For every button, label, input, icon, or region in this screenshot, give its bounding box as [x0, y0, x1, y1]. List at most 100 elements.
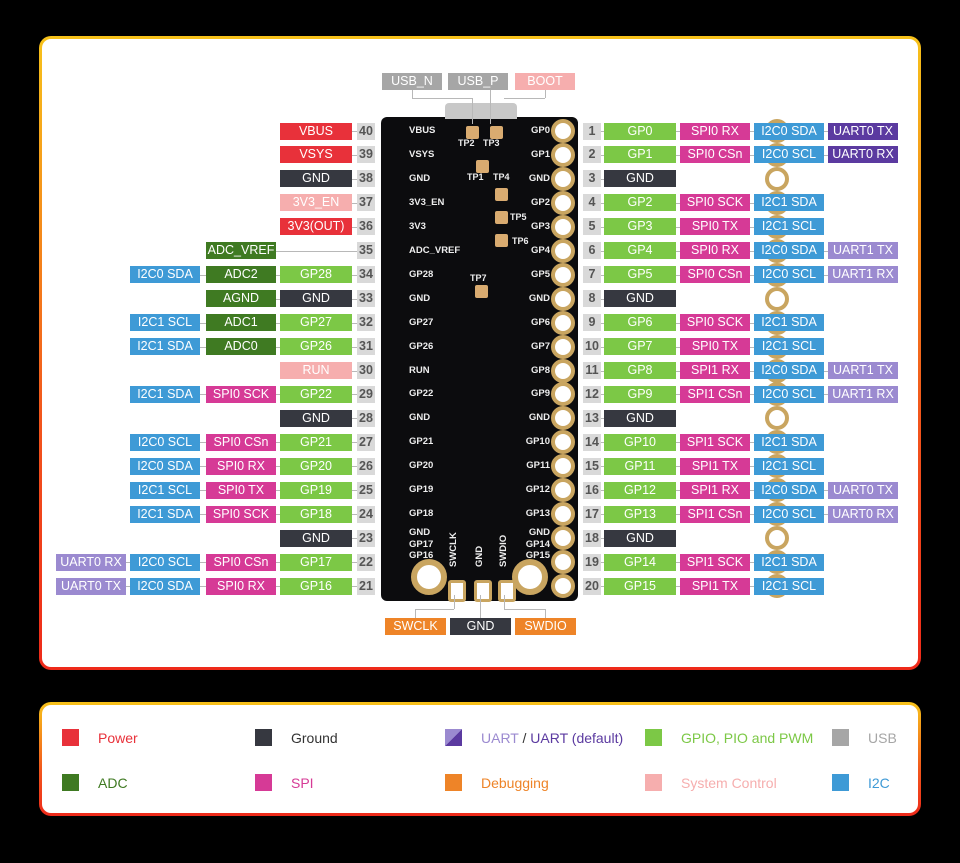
pin-label-i2c: I2C1 SDA — [754, 553, 824, 571]
pin-number: 16 — [583, 481, 601, 499]
pin-label-i2c: I2C1 SDA — [130, 385, 200, 403]
pin-label-spi: SPI0 CSn — [680, 146, 750, 164]
pin-number: 24 — [357, 505, 375, 523]
pin-label-uart: UART0 RX — [828, 505, 898, 523]
silk-label: 3V3_EN — [409, 196, 445, 208]
silk-label: GP14 — [525, 539, 550, 550]
leader-line — [490, 90, 491, 124]
pin-label-spi: SPI0 SCK — [206, 385, 276, 403]
pin-number: 30 — [357, 362, 375, 379]
pin-pad — [765, 166, 789, 191]
pin-number: 3 — [583, 170, 601, 188]
pin-label-ground: GND — [604, 529, 676, 547]
silk-label: GP7 — [530, 340, 550, 352]
leader-line — [545, 90, 546, 98]
pin-label-i2c: I2C1 SDA — [754, 433, 824, 451]
legend-swatch-debug — [445, 774, 462, 791]
mounting-hole — [512, 559, 548, 595]
pin-label-spi: SPI1 RX — [680, 362, 750, 379]
pin-label-i2c: I2C0 SDA — [754, 481, 824, 499]
pin-number: 5 — [583, 218, 601, 236]
pin-label-spi: SPI0 CSn — [206, 433, 276, 451]
pin-label-gpio: GP8 — [604, 362, 676, 379]
pin-number: 27 — [357, 433, 375, 451]
debug-pad — [498, 580, 516, 602]
pin-label-gpio: GP21 — [280, 433, 352, 451]
pin-label-i2c: I2C1 SCL — [754, 218, 824, 236]
pin-label-spi: SPI0 CSn — [680, 266, 750, 284]
pin-label-gpio: GP20 — [280, 457, 352, 475]
legend-swatch-spi — [255, 774, 272, 791]
legend-label: System Control — [681, 773, 777, 793]
silk-label: GP18 — [409, 508, 434, 520]
pin-pad — [765, 286, 789, 311]
pin-label-gpio: GP4 — [604, 242, 676, 260]
pin-label-i2c: I2C0 SDA — [754, 362, 824, 379]
pin-pad — [551, 382, 575, 407]
pin-label-power: VBUS — [280, 122, 352, 140]
bottom-label-swclk: SWCLK — [385, 618, 446, 635]
silk-label: GND — [528, 412, 550, 424]
pin-number: 32 — [357, 314, 375, 332]
silk-label: RUN — [409, 364, 430, 376]
mounting-hole — [411, 559, 447, 595]
test-point-pad — [495, 211, 508, 224]
silk-label: GP9 — [530, 388, 550, 400]
test-point-label: TP2 — [458, 138, 475, 148]
silk-label: SWCLK — [448, 532, 459, 567]
test-point-pad — [490, 126, 503, 139]
pin-label-uart: UART1 TX — [828, 242, 898, 260]
pin-label-gpio: GP9 — [604, 385, 676, 403]
pin-number: 20 — [583, 577, 601, 595]
pin-pad — [551, 214, 575, 239]
test-point-label: TP1 — [467, 172, 484, 182]
pin-label-uart_default: UART0 RX — [828, 146, 898, 164]
pin-number: 26 — [357, 457, 375, 475]
legend-label-text: Ground — [291, 730, 338, 746]
silk-label: GP16 — [409, 550, 434, 561]
pin-label-uart_default: UART0 TX — [828, 122, 898, 140]
pin-number: 34 — [357, 266, 375, 284]
legend-label: SPI — [291, 773, 314, 793]
pin-label-i2c: I2C0 SCL — [754, 385, 824, 403]
pin-number: 40 — [357, 122, 375, 140]
pin-label-ground: GND — [280, 290, 352, 308]
silk-label: GND — [409, 412, 431, 424]
pin-label-ground: GND — [280, 529, 352, 547]
pin-label-gpio: GP19 — [280, 481, 352, 499]
debug-pad — [474, 580, 492, 602]
silk-label: GP17 — [409, 539, 434, 550]
usb-connector — [445, 103, 517, 119]
silk-label: GP8 — [530, 364, 550, 376]
pin-label-spi: SPI1 RX — [680, 481, 750, 499]
silk-label: GP4 — [530, 244, 550, 256]
pin-number: 11 — [583, 362, 601, 379]
pin-label-gpio: GP10 — [604, 433, 676, 451]
bottom-label-gnd: GND — [450, 618, 511, 635]
silk-label: GP21 — [409, 436, 434, 448]
legend-swatch-power — [62, 729, 79, 746]
pin-pad — [551, 574, 575, 599]
silk-label: SWDIO — [498, 534, 509, 567]
pin-label-gpio: GP18 — [280, 505, 352, 523]
legend-label-text: GPIO, PIO and PWM — [681, 730, 814, 746]
pin-label-i2c: I2C1 SCL — [130, 314, 200, 332]
silk-label: GP26 — [409, 340, 434, 352]
pin-label-ground: GND — [280, 170, 352, 188]
pin-number: 7 — [583, 266, 601, 284]
pin-pad — [551, 478, 575, 503]
silk-label: GND — [528, 292, 550, 304]
pin-label-gpio: GP7 — [604, 338, 676, 356]
silk-label: GP10 — [525, 436, 550, 448]
test-point-pad — [475, 285, 488, 298]
pin-label-i2c: I2C1 SCL — [754, 577, 824, 595]
pin-number: 8 — [583, 290, 601, 308]
pin-label-power: 3V3(OUT) — [280, 218, 352, 236]
pin-number: 25 — [357, 481, 375, 499]
pin-label-spi: SPI1 SCK — [680, 553, 750, 571]
debug-pad — [448, 580, 466, 602]
pin-number: 33 — [357, 290, 375, 308]
pin-pad — [551, 310, 575, 335]
silk-label: GP13 — [525, 508, 550, 520]
pin-label-i2c: I2C0 SDA — [130, 457, 200, 475]
